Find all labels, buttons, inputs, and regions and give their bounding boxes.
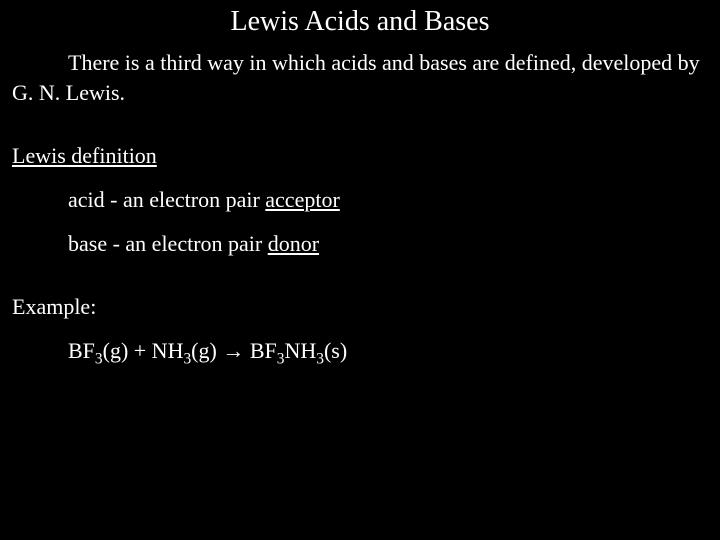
product-state: (s) xyxy=(324,338,347,363)
reaction-arrow-icon: → xyxy=(222,338,244,363)
product-mid: NH xyxy=(284,338,316,363)
slide: Lewis Acids and Bases There is a third w… xyxy=(0,0,720,540)
base-def-keyword: donor xyxy=(268,231,319,256)
reactant-1-sub: 3 xyxy=(95,351,103,368)
example-label: Example: xyxy=(12,292,708,322)
base-definition: base - an electron pair donor xyxy=(68,229,708,259)
acid-def-keyword: acceptor xyxy=(265,187,340,212)
section-heading: Lewis definition xyxy=(12,141,708,171)
reactant-2-state: (g) xyxy=(191,338,222,363)
reactant-1-state: (g) + NH xyxy=(103,338,184,363)
reactant-1: BF xyxy=(68,338,95,363)
product-prefix: BF xyxy=(244,338,276,363)
slide-body: There is a third way in which acids and … xyxy=(12,48,708,366)
acid-def-text: acid - an electron pair xyxy=(68,187,265,212)
base-def-text: base - an electron pair xyxy=(68,231,268,256)
acid-definition: acid - an electron pair acceptor xyxy=(68,185,708,215)
product-sub-2: 3 xyxy=(316,351,324,368)
page-title: Lewis Acids and Bases xyxy=(12,6,708,38)
reaction-equation: BF3(g) + NH3(g) → BF3NH3(s) xyxy=(68,336,708,366)
intro-paragraph: There is a third way in which acids and … xyxy=(12,48,708,107)
